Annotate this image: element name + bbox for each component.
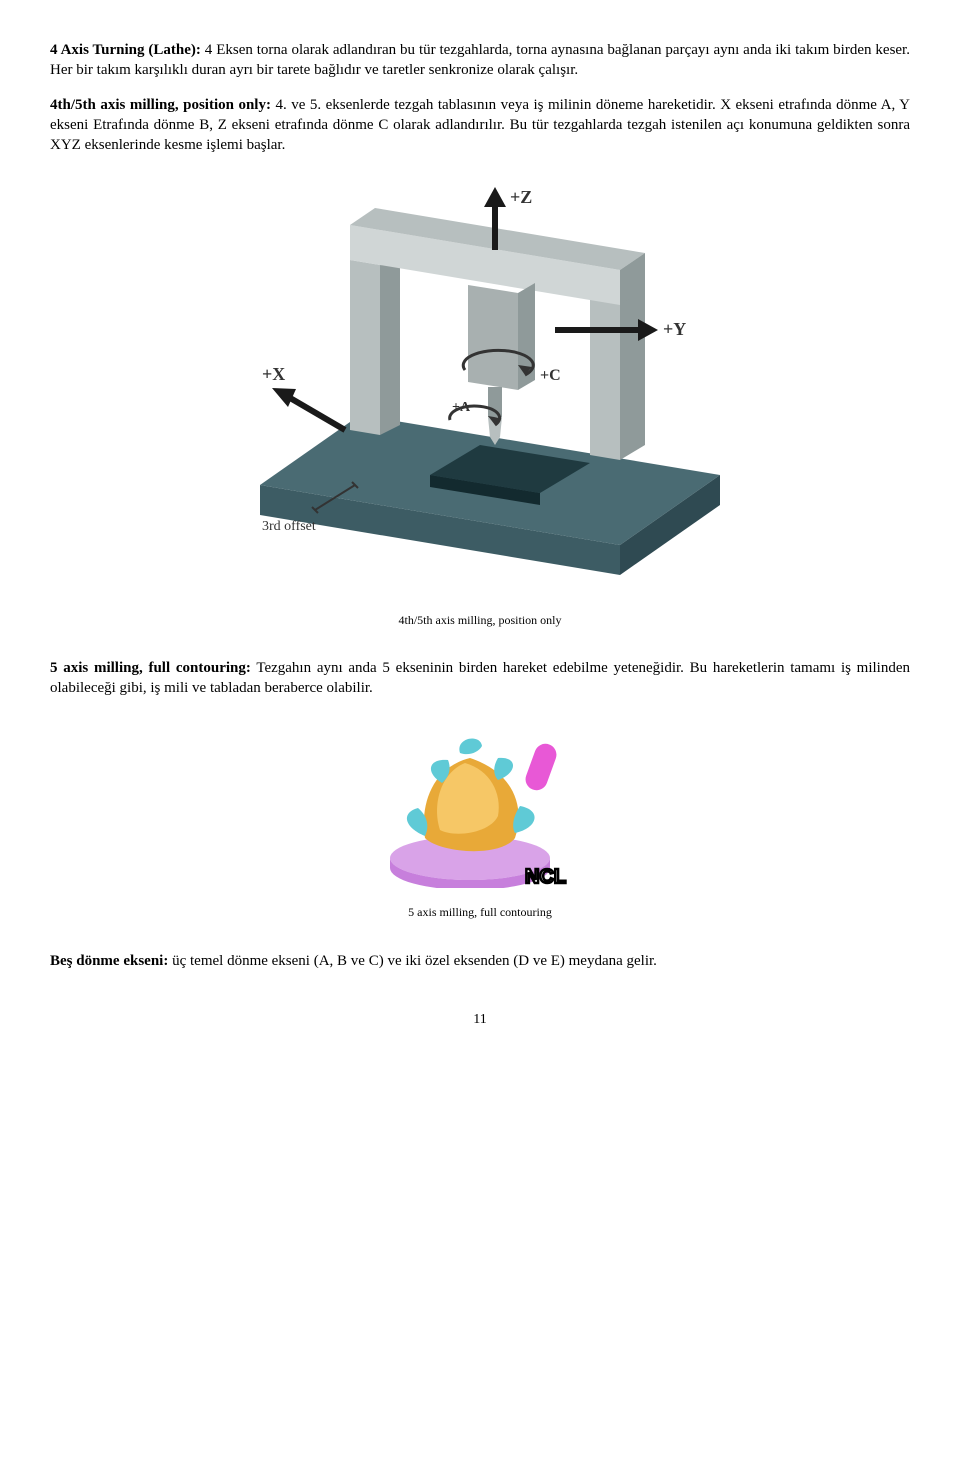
label-c: +C [540,367,561,384]
para4-body: üç temel dönme ekseni (A, B ve C) ve iki… [168,953,657,969]
gantry-left-side [380,255,400,435]
contour-tool [519,741,560,802]
label-y: +Y [663,319,686,339]
paragraph-4th-5th-milling: 4th/5th axis milling, position only: 4. … [50,95,910,156]
caption-fig2: 5 axis milling, full contouring [50,904,910,920]
x-arrow-group: +X [262,364,345,430]
gantry-right-front [590,285,620,460]
contouring-svg: NCL [370,718,590,888]
contour-fin-1 [407,808,427,836]
contour-fin-4 [494,758,513,780]
label-x: +X [262,364,285,384]
para1-head: 4 Axis Turning (Lathe): [50,42,201,58]
milling-machine-svg: +Z +Y +C +X +A [200,175,760,595]
paragraph-5axis-contouring: 5 axis milling, full contouring: Tezgahı… [50,658,910,699]
page-number: 11 [50,1011,910,1030]
contour-fin-5 [459,739,482,755]
label-z: +Z [510,187,532,207]
ncl-label: NCL [525,866,566,888]
para3-head: 5 axis milling, full contouring: [50,660,251,676]
spindle-front [468,285,518,390]
paragraph-4axis-turning: 4 Axis Turning (Lathe): 4 Eksen torna ol… [50,40,910,81]
figure-milling-machine: +Z +Y +C +X +A [50,175,910,601]
label-a: +A [452,400,471,415]
para4-head: Beş dönme ekseni: [50,953,168,969]
label-offset: 3rd offset [262,519,316,534]
figure-contouring: NCL [50,718,910,894]
caption-fig1: 4th/5th axis milling, position only [50,612,910,628]
gantry-right-side [620,275,645,460]
para2-head: 4th/5th axis milling, position only: [50,97,271,113]
paragraph-five-rotation-axes: Beş dönme ekseni: üç temel dönme ekseni … [50,951,910,971]
gantry-left-front [350,260,380,435]
